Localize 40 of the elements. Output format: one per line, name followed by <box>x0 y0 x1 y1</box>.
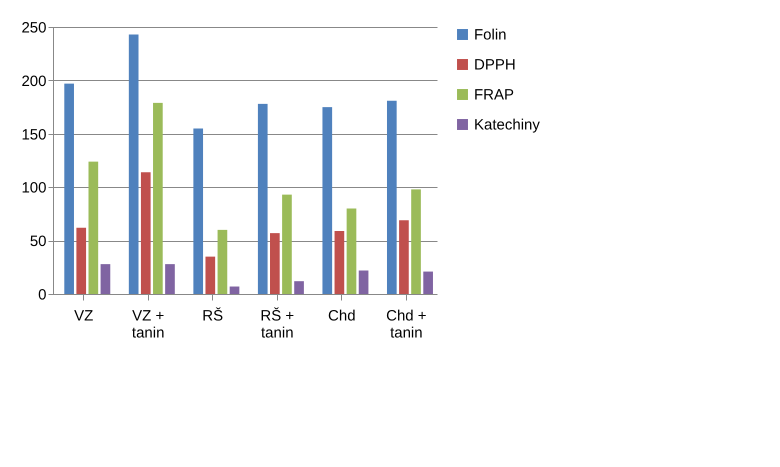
bar <box>76 228 86 294</box>
y-tick-label: 50 <box>30 233 46 250</box>
bar <box>358 270 368 294</box>
y-tick-label: 250 <box>21 20 46 36</box>
x-tick-label: VZ + tanin <box>132 308 164 342</box>
x-tick-label: Chd <box>328 308 356 324</box>
x-tick-label: RŠ + tanin <box>260 306 294 342</box>
bar <box>230 286 240 294</box>
bar <box>140 172 151 294</box>
bar <box>205 256 216 294</box>
legend-label: Katechiny <box>474 116 540 134</box>
bar <box>100 264 110 294</box>
legend-label: Folin <box>474 26 507 44</box>
x-tick-label: VZ <box>74 308 94 324</box>
bar <box>386 100 397 294</box>
y-tick-label: 150 <box>21 126 46 144</box>
bar <box>294 281 304 294</box>
y-tick-label: 100 <box>21 180 46 197</box>
bar <box>322 107 332 294</box>
y-tick-label: 200 <box>21 72 46 90</box>
bar <box>64 84 74 294</box>
y-tick-label: 0 <box>38 286 46 304</box>
bar <box>193 128 204 294</box>
x-tick-label: RŠ <box>202 306 224 324</box>
bar <box>399 220 409 294</box>
bar <box>346 208 356 294</box>
legend-label: FRAP <box>474 86 514 104</box>
bar <box>128 34 139 294</box>
bar <box>423 272 433 294</box>
bar <box>334 230 344 294</box>
bar <box>411 189 421 294</box>
bar <box>258 104 268 294</box>
x-tick-label: Chd + tanin <box>386 308 427 342</box>
bar <box>153 102 163 294</box>
bar <box>282 194 292 294</box>
bar <box>165 264 175 294</box>
bar <box>270 233 280 294</box>
bar <box>218 230 228 294</box>
bar <box>88 162 98 294</box>
legend-label: DPPH <box>474 56 516 74</box>
